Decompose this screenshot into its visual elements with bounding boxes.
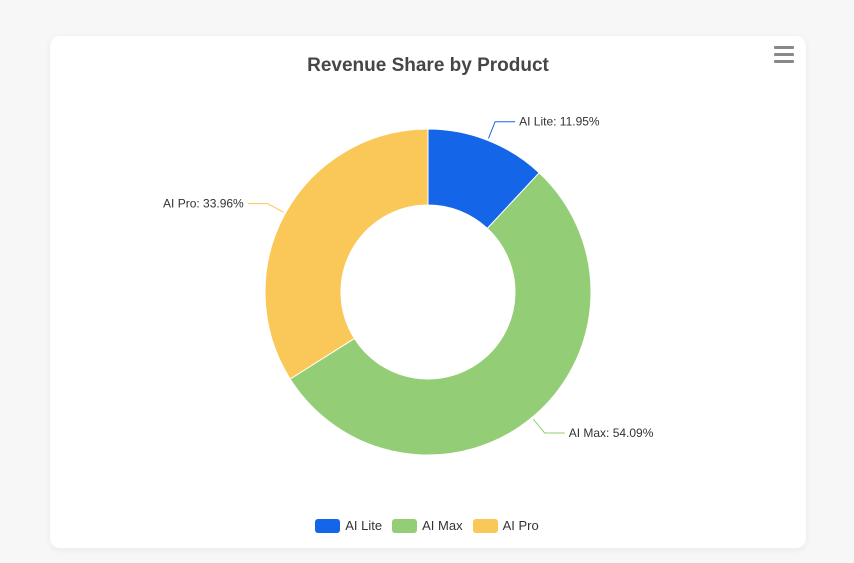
legend-label: AI Max	[422, 518, 463, 533]
legend-item-ai-max[interactable]: AI Max	[392, 518, 463, 533]
data-label-ai-lite: AI Lite: 11.95%	[519, 115, 600, 129]
legend-item-ai-lite[interactable]: AI Lite	[315, 518, 382, 533]
leader-line-ai-lite	[488, 121, 516, 139]
chart-card	[50, 36, 806, 548]
legend-swatch	[472, 518, 498, 533]
legend-label: AI Pro	[502, 518, 539, 533]
hamburger-menu-icon[interactable]	[773, 44, 795, 66]
chart-legend: AI Lite AI Max AI Pro	[0, 518, 854, 533]
legend-item-ai-pro[interactable]: AI Pro	[472, 518, 539, 533]
leader-line-ai-max	[532, 418, 565, 434]
slice-ai-pro[interactable]	[264, 128, 429, 380]
legend-label: AI Lite	[345, 518, 383, 533]
data-label-ai-pro: AI Pro: 33.96%	[163, 197, 244, 211]
legend-swatch	[392, 518, 418, 533]
data-label-ai-max: AI Max: 54.09%	[569, 426, 654, 440]
leader-line-ai-pro	[247, 203, 284, 213]
chart-title: Revenue Share by Product	[307, 55, 549, 76]
legend-swatch	[315, 518, 341, 533]
slice-ai-max[interactable]	[289, 172, 592, 456]
